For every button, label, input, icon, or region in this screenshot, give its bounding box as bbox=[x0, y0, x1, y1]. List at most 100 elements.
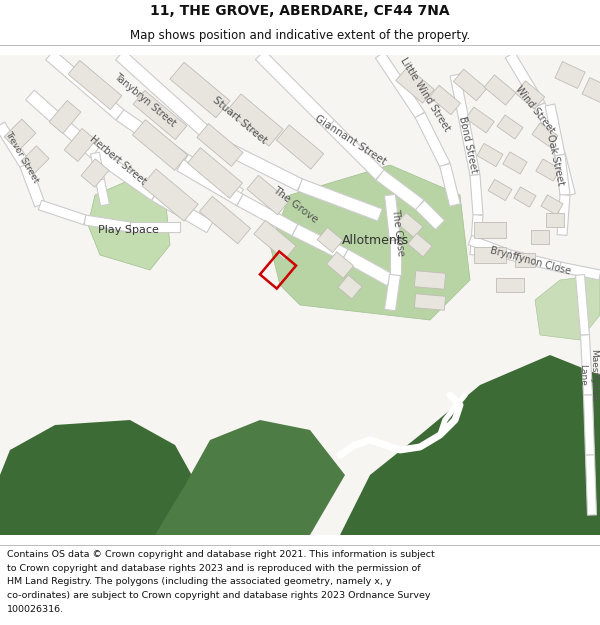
Polygon shape bbox=[91, 152, 104, 181]
Text: The Grove: The Grove bbox=[271, 185, 319, 225]
Polygon shape bbox=[91, 148, 159, 201]
Bar bbox=[515, 81, 545, 109]
Polygon shape bbox=[559, 262, 600, 280]
Polygon shape bbox=[554, 154, 575, 196]
Polygon shape bbox=[554, 154, 575, 196]
Polygon shape bbox=[586, 455, 596, 515]
Bar bbox=[515, 253, 535, 267]
Bar bbox=[531, 230, 549, 244]
Bar bbox=[466, 107, 494, 133]
Bar bbox=[4, 119, 36, 151]
Text: The Close: The Close bbox=[390, 208, 406, 256]
Polygon shape bbox=[152, 189, 213, 232]
Polygon shape bbox=[557, 194, 570, 236]
Polygon shape bbox=[20, 163, 45, 207]
Polygon shape bbox=[292, 224, 348, 261]
Polygon shape bbox=[292, 224, 348, 261]
Bar bbox=[133, 91, 187, 139]
Bar bbox=[64, 129, 96, 161]
Polygon shape bbox=[545, 104, 565, 156]
Polygon shape bbox=[468, 236, 512, 259]
Polygon shape bbox=[505, 52, 545, 108]
Bar bbox=[503, 152, 527, 174]
Bar bbox=[397, 213, 423, 238]
Polygon shape bbox=[182, 154, 244, 201]
Polygon shape bbox=[95, 179, 109, 206]
Text: co-ordinates) are subject to Crown copyright and database rights 2023 Ordnance S: co-ordinates) are subject to Crown copyr… bbox=[7, 591, 431, 600]
Bar bbox=[477, 144, 503, 166]
Polygon shape bbox=[470, 214, 483, 256]
Polygon shape bbox=[389, 240, 401, 275]
Bar bbox=[582, 78, 600, 102]
Bar bbox=[541, 195, 563, 215]
Polygon shape bbox=[415, 201, 445, 229]
Bar bbox=[68, 61, 122, 109]
Polygon shape bbox=[130, 222, 180, 232]
Polygon shape bbox=[130, 222, 180, 232]
Polygon shape bbox=[340, 355, 600, 535]
Polygon shape bbox=[389, 240, 401, 275]
Text: Giannant Street: Giannant Street bbox=[313, 113, 388, 167]
Polygon shape bbox=[559, 262, 600, 280]
Polygon shape bbox=[575, 274, 589, 336]
Bar bbox=[142, 169, 198, 221]
Polygon shape bbox=[545, 104, 565, 156]
Bar bbox=[408, 233, 432, 257]
Polygon shape bbox=[116, 109, 188, 166]
Bar bbox=[488, 179, 512, 201]
Bar bbox=[484, 75, 516, 105]
Bar bbox=[454, 69, 487, 101]
Polygon shape bbox=[468, 236, 512, 259]
Bar bbox=[254, 220, 296, 260]
Polygon shape bbox=[376, 52, 425, 118]
Polygon shape bbox=[470, 174, 483, 216]
Polygon shape bbox=[0, 122, 29, 168]
Polygon shape bbox=[584, 395, 595, 455]
Bar bbox=[474, 247, 506, 263]
Text: 100026316.: 100026316. bbox=[7, 604, 64, 614]
Bar bbox=[260, 251, 296, 289]
Bar bbox=[170, 62, 230, 118]
Polygon shape bbox=[460, 124, 480, 176]
Polygon shape bbox=[509, 250, 561, 272]
Bar bbox=[133, 119, 187, 171]
Polygon shape bbox=[440, 164, 460, 206]
Polygon shape bbox=[298, 179, 382, 221]
Polygon shape bbox=[116, 109, 188, 166]
Polygon shape bbox=[535, 103, 565, 157]
Polygon shape bbox=[20, 163, 45, 207]
Polygon shape bbox=[385, 194, 400, 241]
Text: Little Wind Street: Little Wind Street bbox=[398, 56, 452, 134]
Polygon shape bbox=[46, 50, 124, 120]
Polygon shape bbox=[440, 164, 460, 206]
Bar bbox=[496, 278, 524, 292]
Bar bbox=[497, 115, 523, 139]
Polygon shape bbox=[376, 52, 425, 118]
Polygon shape bbox=[95, 179, 109, 206]
Polygon shape bbox=[415, 112, 450, 168]
Polygon shape bbox=[470, 174, 483, 216]
Polygon shape bbox=[450, 74, 470, 126]
Polygon shape bbox=[325, 121, 385, 179]
Bar bbox=[514, 187, 536, 207]
Polygon shape bbox=[46, 50, 124, 120]
Bar bbox=[317, 228, 343, 253]
Polygon shape bbox=[182, 154, 244, 201]
Polygon shape bbox=[256, 51, 335, 129]
Polygon shape bbox=[581, 335, 592, 395]
Text: Oak Street: Oak Street bbox=[545, 134, 565, 186]
Polygon shape bbox=[535, 103, 565, 157]
Bar bbox=[430, 85, 461, 115]
Polygon shape bbox=[555, 154, 570, 196]
Polygon shape bbox=[177, 159, 243, 206]
Polygon shape bbox=[535, 275, 600, 340]
Polygon shape bbox=[152, 189, 213, 232]
Polygon shape bbox=[217, 139, 303, 191]
Bar bbox=[536, 159, 560, 181]
Polygon shape bbox=[91, 148, 159, 201]
Polygon shape bbox=[385, 274, 400, 311]
Polygon shape bbox=[298, 179, 382, 221]
Bar bbox=[49, 101, 81, 134]
Text: Trevor Street: Trevor Street bbox=[4, 129, 40, 184]
Bar bbox=[197, 124, 243, 166]
